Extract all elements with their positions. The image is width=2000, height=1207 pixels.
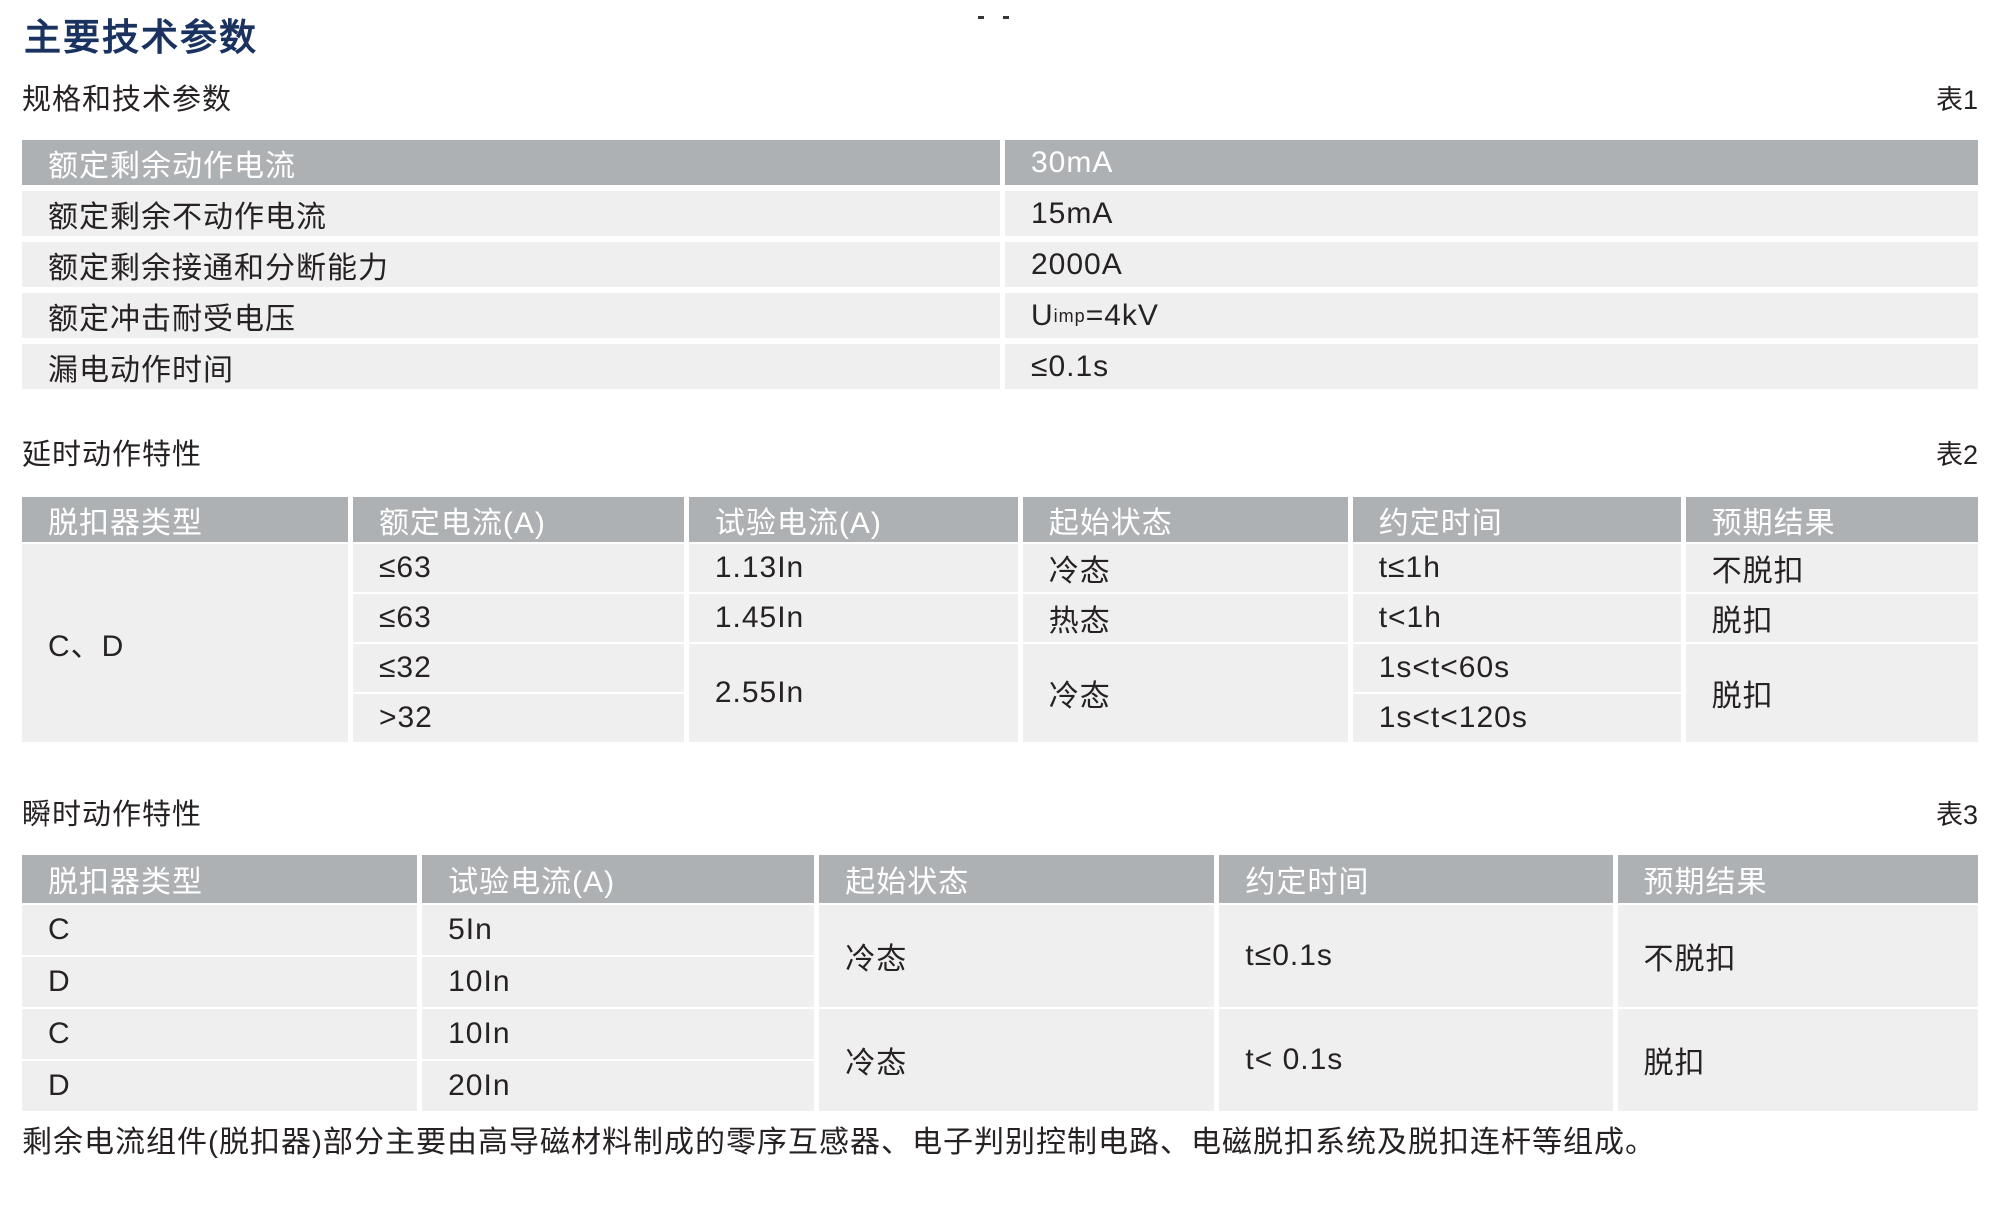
column-header-test-current: 试验电流(A) [688,497,1018,542]
page-title: 主要技术参数 [24,17,258,58]
cell-agreed-time: t< 0.1s [1219,1009,1613,1111]
cell-rated-current: ≤63 [352,544,684,592]
section-header-specs: 规格和技术参数 表1 [22,82,1978,118]
cell-trip-type: C [22,905,418,955]
section-label-delay: 延时动作特性 [22,439,203,471]
cell-trip-type: C [22,1009,418,1059]
column-header-trip-type: 脱扣器类型 [22,497,348,542]
column-header-trip-type: 脱扣器类型 [22,855,418,903]
section-header-delay: 延时动作特性 表2 [22,437,1978,473]
cell-rated-current: ≤63 [352,594,684,642]
cell-agreed-time: 1s<t<60s [1352,644,1681,692]
cell-trip-type: D [22,957,418,1007]
table3-tag: 表3 [1935,800,1978,830]
spec-name-header: 额定剩余动作电流 [22,140,1000,185]
cell-test-current: 10In [422,1009,815,1059]
cell-expected-result: 不脱扣 [1617,905,1978,1007]
cell-initial-state: 冷态 [819,1009,1215,1111]
clipped-glyph-fragment [1003,16,1009,19]
table-row: 额定剩余不动作电流 15mA [22,191,1978,236]
spec-value: 2000A [1005,242,1978,287]
table-instant-characteristics: 脱扣器类型 试验电流(A) 起始状态 约定时间 预期结果 C 5In 冷态 t≤… [22,855,1978,1111]
uimp-base: U [1031,298,1054,332]
cell-test-current: 1.13In [688,544,1018,592]
cell-rated-current: >32 [352,694,684,742]
column-header-expected-result: 预期结果 [1685,497,1978,542]
page-top-clipped-marks [978,16,1018,20]
cell-test-current: 5In [422,905,815,955]
table1-tag: 表1 [1935,85,1978,115]
spec-name: 额定剩余接通和分断能力 [22,242,1000,287]
cell-expected-result: 脱扣 [1685,594,1978,642]
table-delay-characteristics: 脱扣器类型 额定电流(A) 试验电流(A) 起始状态 约定时间 预期结果 C、D… [22,497,1978,742]
cell-test-current: 1.45In [688,594,1018,642]
table-row: 额定剩余动作电流 30mA [22,140,1978,185]
section-header-instant: 瞬时动作特性 表3 [22,797,1978,833]
cell-test-current: 10In [422,957,815,1007]
cell-trip-type: D [22,1061,418,1111]
spec-name: 漏电动作时间 [22,344,1000,389]
table-specs: 额定剩余动作电流 30mA 额定剩余不动作电流 15mA 额定剩余接通和分断能力… [22,140,1978,389]
column-header-initial-state: 起始状态 [1022,497,1348,542]
spec-value: 15mA [1005,191,1978,236]
cell-rated-current: ≤32 [352,644,684,692]
uimp-rest: =4kV [1085,298,1159,332]
spec-value: ≤0.1s [1005,344,1978,389]
cell-test-current: 2.55In [688,644,1018,742]
residual-current-component-note: 剩余电流组件(脱扣器)部分主要由高导磁材料制成的零序互感器、电子判别控制电路、电… [22,1126,1656,1159]
spec-value-header: 30mA [1005,140,1978,185]
cell-initial-state: 冷态 [1022,544,1348,592]
spec-name: 额定冲击耐受电压 [22,293,1000,338]
clipped-glyph-fragment [978,16,984,19]
section-label-specs: 规格和技术参数 [22,84,233,116]
cell-trip-type: C、D [22,544,348,742]
column-header-agreed-time: 约定时间 [1352,497,1681,542]
cell-expected-result: 脱扣 [1685,644,1978,742]
column-header-rated-current: 额定电流(A) [352,497,684,542]
column-header-initial-state: 起始状态 [819,855,1215,903]
cell-expected-result: 脱扣 [1617,1009,1978,1111]
section-label-instant: 瞬时动作特性 [22,799,203,831]
table2-tag: 表2 [1935,440,1978,470]
page-content: 主要技术参数 规格和技术参数 表1 额定剩余动作电流 30mA 额定剩余不动作电… [0,16,2000,1163]
table-row: 额定剩余接通和分断能力 2000A [22,242,1978,287]
cell-agreed-time: t≤0.1s [1219,905,1613,1007]
cell-initial-state: 冷态 [819,905,1215,1007]
cell-initial-state: 冷态 [1022,644,1348,742]
uimp-subscript: imp [1053,305,1086,326]
cell-test-current: 20In [422,1061,815,1111]
cell-initial-state: 热态 [1022,594,1348,642]
spec-name: 额定剩余不动作电流 [22,191,1000,236]
cell-agreed-time: t<1h [1352,594,1681,642]
column-header-agreed-time: 约定时间 [1219,855,1613,903]
cell-agreed-time: t≤1h [1352,544,1681,592]
column-header-expected-result: 预期结果 [1617,855,1978,903]
cell-agreed-time: 1s<t<120s [1352,694,1681,742]
cell-expected-result: 不脱扣 [1685,544,1978,592]
column-header-test-current: 试验电流(A) [422,855,815,903]
table-row: 漏电动作时间 ≤0.1s [22,344,1978,389]
